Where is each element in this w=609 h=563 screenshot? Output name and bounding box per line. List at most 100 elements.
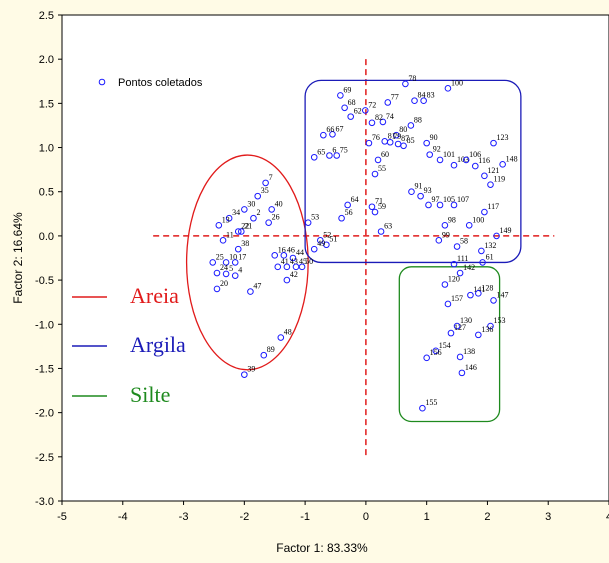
- data-point: [231, 259, 239, 266]
- point-label: 39: [247, 365, 255, 374]
- data-point: [462, 156, 470, 164]
- point-label: 154: [439, 341, 451, 350]
- data-point: [450, 161, 458, 169]
- point-label: 142: [463, 263, 475, 272]
- data-point: [371, 208, 379, 216]
- y-axis-ticks: 2.5 2.0 1.5 1.0 0.5 0.0 -0.5 -1.0 -1.5 -2.0 -2.5 -3…: [35, 10, 62, 508]
- data-point: [392, 131, 400, 139]
- data-point: [436, 201, 444, 209]
- point-label: 155: [425, 398, 437, 407]
- point-label: 157: [451, 294, 463, 303]
- data-point: [317, 237, 324, 244]
- data-point: [453, 322, 461, 330]
- point-label: 5: [229, 264, 233, 273]
- data-point: [453, 243, 461, 250]
- zero-lines: [153, 59, 555, 457]
- point-label: 76: [372, 133, 380, 142]
- point-label: 38: [241, 239, 249, 248]
- y-axis-title: Factor 2: 16.64%: [11, 212, 25, 304]
- data-point: [456, 269, 464, 277]
- point-label: 50: [305, 257, 313, 266]
- point-label: 16: [278, 245, 286, 254]
- point-label: 100: [451, 78, 463, 87]
- data-point: [368, 119, 376, 127]
- point-label: 117: [487, 202, 499, 211]
- data-point: [231, 272, 239, 279]
- point-label: 91: [414, 182, 422, 191]
- y-tick-label: -2.0: [35, 408, 54, 420]
- plot-area: [61, 14, 609, 502]
- data-point: [361, 107, 369, 114]
- x-tick-label: -3: [179, 511, 189, 523]
- point-label: 45: [299, 257, 307, 266]
- point-label: 53: [311, 213, 319, 222]
- data-point: [209, 259, 217, 266]
- point-label: 84: [418, 91, 426, 100]
- point-label: 75: [340, 145, 348, 154]
- x-axis-title: Factor 1: 83.33%: [276, 541, 368, 555]
- point-label: 89: [267, 345, 275, 354]
- data-point: [423, 139, 430, 147]
- point-label: 71: [375, 197, 383, 206]
- argila-box: [304, 79, 522, 264]
- data-point: [419, 404, 426, 412]
- data-point: [247, 288, 254, 295]
- point-label: 46: [287, 245, 295, 254]
- x-tick-label: 2: [484, 511, 490, 523]
- data-point: [344, 201, 351, 209]
- data-point: [475, 290, 482, 297]
- data-point: [241, 206, 248, 213]
- y-tick-label: -2.5: [35, 452, 54, 464]
- point-label: 10: [229, 252, 237, 261]
- data-point: [289, 254, 297, 262]
- point-label: 85: [407, 136, 415, 145]
- point-label: 149: [500, 226, 512, 235]
- data-point: [444, 300, 452, 308]
- data-point: [441, 281, 449, 288]
- data-point: [323, 241, 330, 249]
- point-label: 55: [378, 164, 386, 173]
- x-tick-label: -1: [300, 511, 310, 523]
- point-label: 2: [256, 208, 260, 217]
- point-label: 148: [506, 154, 518, 163]
- x-tick-label: -5: [57, 511, 67, 523]
- point-label: 40: [275, 199, 283, 208]
- data-point: [471, 162, 479, 170]
- point-label: 116: [478, 156, 490, 165]
- y-tick-label: -1.5: [35, 363, 54, 375]
- point-label: 81: [388, 131, 396, 140]
- data-point: [283, 263, 291, 271]
- point-label: 147: [497, 290, 509, 299]
- data-point: [490, 297, 497, 304]
- data-point: [274, 263, 282, 271]
- data-point: [215, 222, 223, 229]
- data-point: [241, 371, 248, 378]
- point-label: 48: [284, 328, 292, 337]
- point-label: 138: [463, 347, 475, 356]
- point-label: 87: [401, 134, 409, 143]
- point-label: 98: [448, 215, 456, 224]
- point-label: 7: [269, 173, 273, 182]
- point-label: 30: [247, 199, 255, 208]
- data-point: [280, 252, 288, 259]
- data-point: [265, 219, 272, 226]
- data-point: [408, 188, 415, 196]
- x-tick-label: -4: [118, 511, 128, 523]
- point-label: 6: [332, 145, 336, 154]
- point-label: 101: [443, 150, 455, 159]
- point-label: 41: [281, 257, 289, 266]
- data-point: [481, 172, 488, 180]
- data-point: [310, 153, 318, 161]
- x-axis-ticks: -5 -4 -3 -2 -1 0 1 2 3 4: [57, 501, 609, 523]
- point-label: 130: [460, 316, 472, 325]
- point-label: 111: [457, 254, 468, 263]
- point-label: 119: [493, 175, 505, 184]
- x-tick-label: -2: [239, 511, 249, 523]
- point-label: 93: [424, 186, 432, 195]
- point-label: 52: [323, 230, 331, 239]
- data-point: [478, 247, 485, 255]
- group-enclosures: [185, 79, 522, 423]
- data-point: [320, 131, 327, 139]
- point-label: 26: [272, 213, 280, 222]
